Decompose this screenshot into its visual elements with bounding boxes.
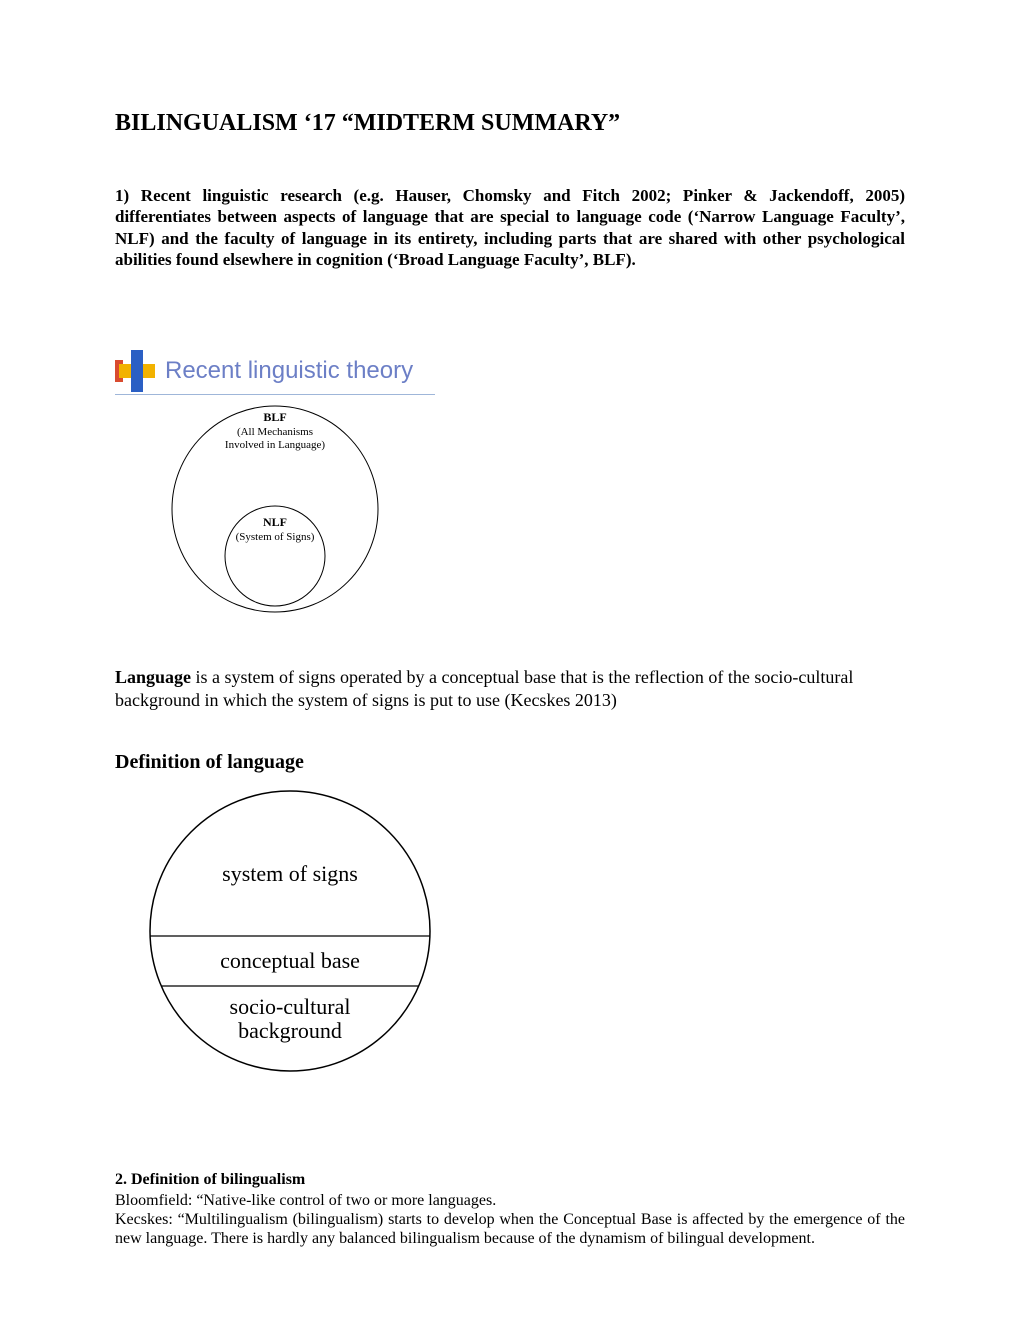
blf-nlf-diagram: BLF (All Mechanisms Involved in Language… xyxy=(160,401,390,616)
document-page: BILINGUALISM ‘17 “MIDTERM SUMMARY” 1) Re… xyxy=(0,0,1020,1329)
language-bold: Language xyxy=(115,667,191,687)
diagram-recent-linguistic-theory: Recent linguistic theory BLF (All Mechan… xyxy=(115,350,435,616)
intro-paragraph: 1) Recent linguistic research (e.g. Haus… xyxy=(115,185,905,270)
blf-sub2: Involved in Language) xyxy=(225,439,326,451)
definition-heading: Definition of language xyxy=(115,751,905,774)
blf-label: BLF xyxy=(263,410,286,424)
blf-sub1: (All Mechanisms xyxy=(237,426,313,438)
diagram1-title: Recent linguistic theory xyxy=(165,357,413,385)
row-conceptual-base: conceptual base xyxy=(220,948,360,973)
row-background: background xyxy=(238,1018,342,1043)
slide-logo-icon xyxy=(115,350,157,392)
diagram-definition-of-language: system of signs conceptual base socio-cu… xyxy=(145,786,905,1081)
nlf-sub1: (System of Signs) xyxy=(236,531,315,543)
nlf-label: NLF xyxy=(263,515,287,529)
kecskes-line: Kecskes: “Multilingualism (bilingualism)… xyxy=(115,1211,905,1247)
section2-body: Bloomfield: “Native-like control of two … xyxy=(115,1191,905,1249)
page-title: BILINGUALISM ‘17 “MIDTERM SUMMARY” xyxy=(115,110,905,137)
row-socio-cultural: socio-cultural xyxy=(230,994,351,1019)
section2-heading: 2. Definition of bilingualism xyxy=(115,1171,905,1189)
diagram1-header: Recent linguistic theory xyxy=(115,350,435,395)
bloomfield-line: Bloomfield: “Native-like control of two … xyxy=(115,1192,496,1209)
language-rest: is a system of signs operated by a conce… xyxy=(115,667,853,710)
row-system-of-signs: system of signs xyxy=(222,861,358,886)
language-definition-paragraph: Language is a system of signs operated b… xyxy=(115,666,905,711)
